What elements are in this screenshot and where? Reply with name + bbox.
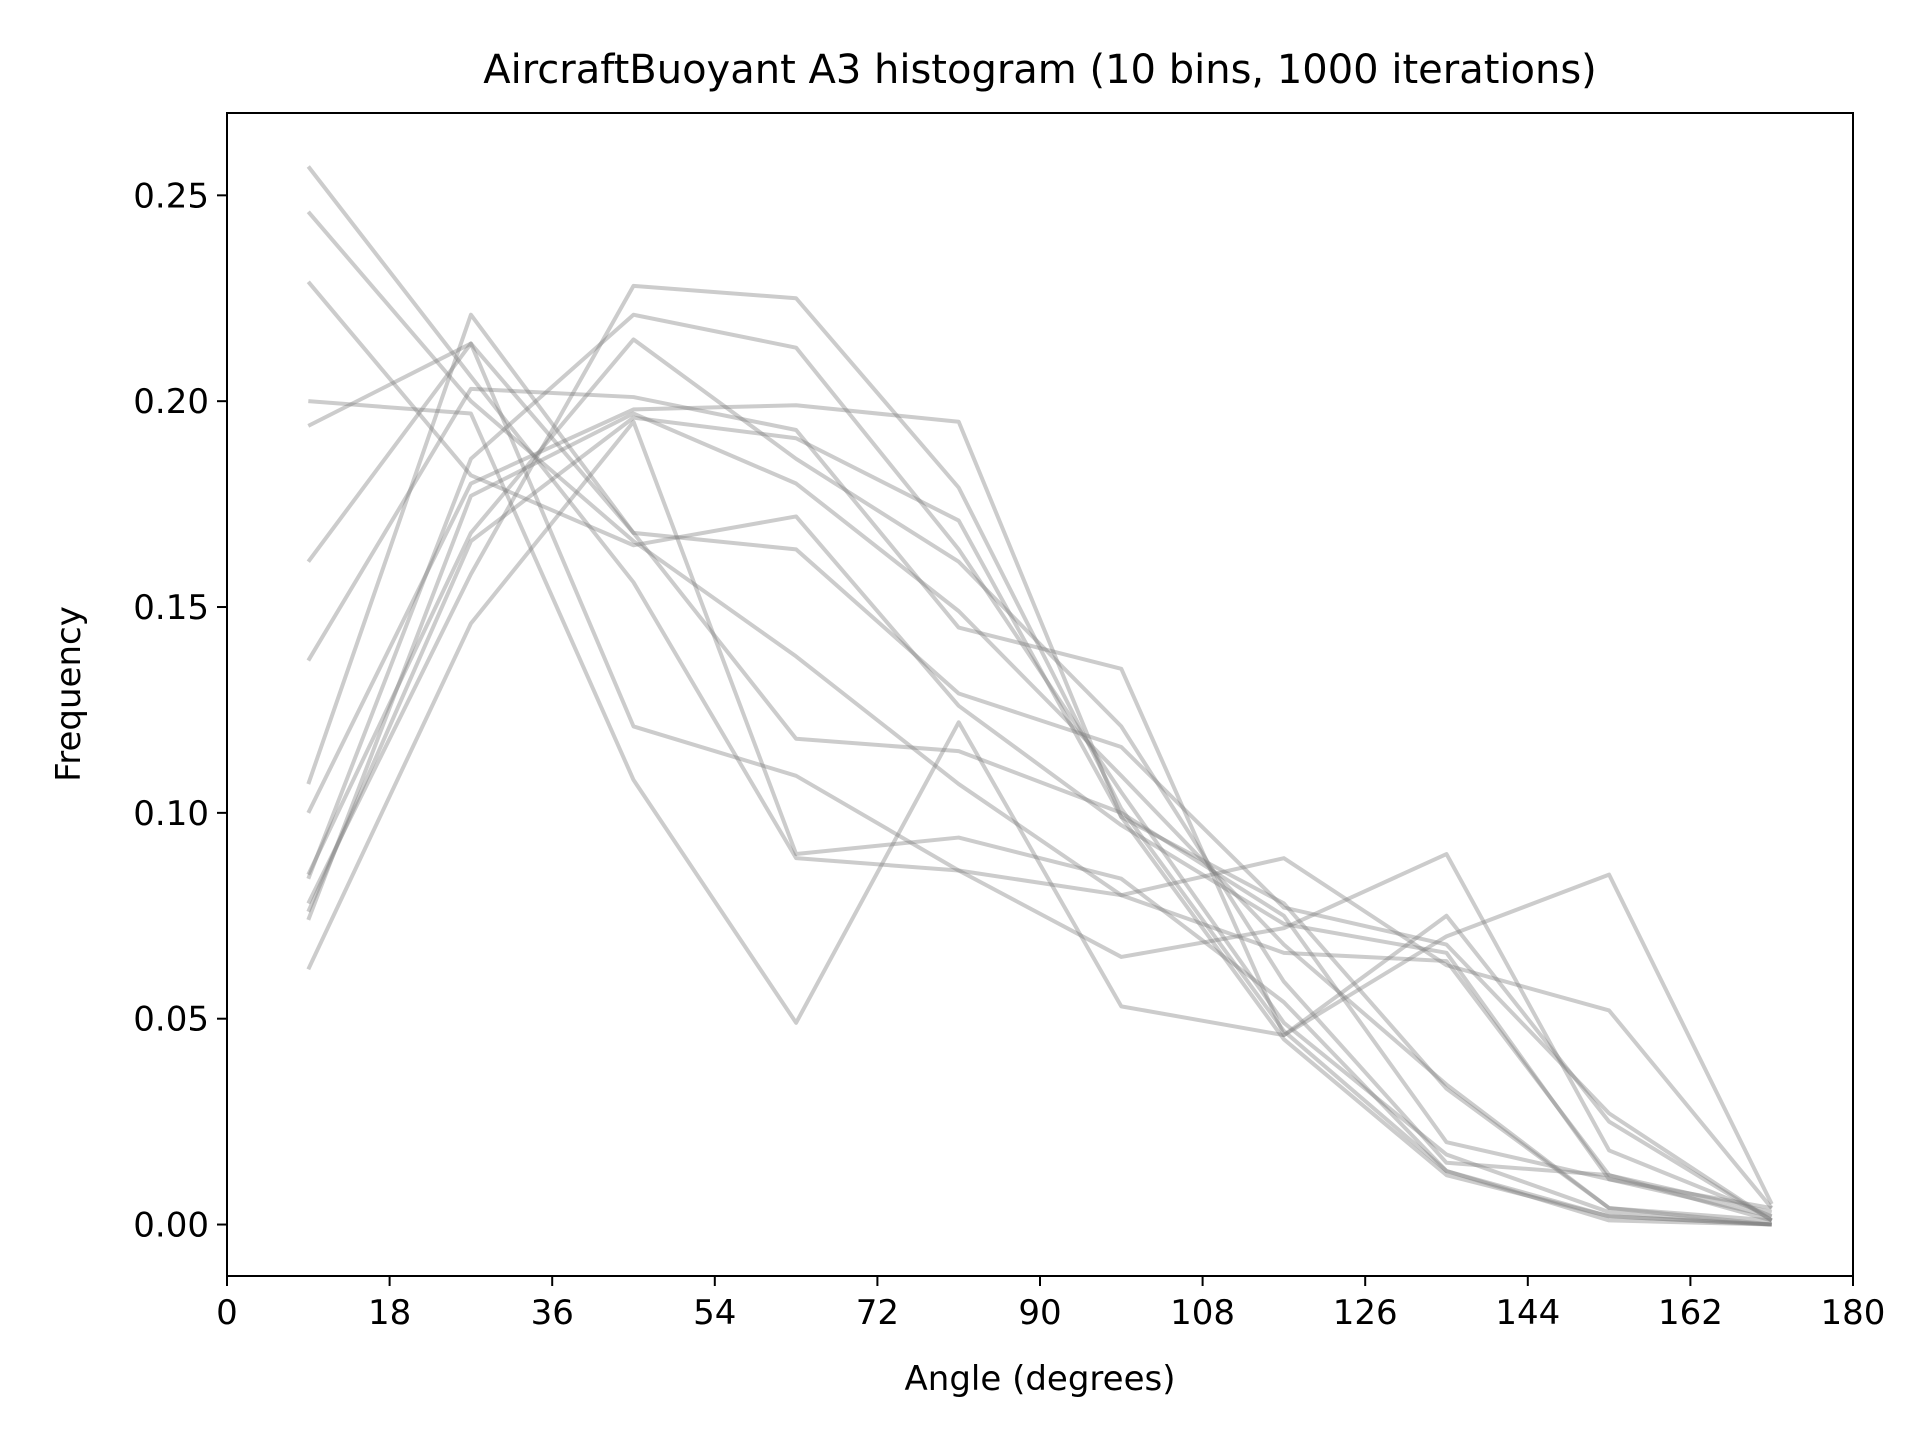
x-tick-label: 72 xyxy=(856,1293,899,1333)
x-tick-label: 126 xyxy=(1333,1293,1398,1333)
series-line-13 xyxy=(306,415,1772,1227)
y-tick-label: 0.25 xyxy=(133,176,209,216)
x-tick-label: 144 xyxy=(1495,1293,1560,1333)
x-tick-label: 90 xyxy=(1018,1293,1061,1333)
x-tick-label: 0 xyxy=(216,1293,238,1333)
series-line-12 xyxy=(306,283,1772,1227)
series-line-1 xyxy=(306,165,1774,1210)
y-tick-label: 0.10 xyxy=(133,794,209,834)
y-tick-label: 0.15 xyxy=(133,588,209,628)
x-tick-label: 180 xyxy=(1821,1293,1886,1333)
series-line-3 xyxy=(306,280,1773,1219)
x-tick-label: 36 xyxy=(531,1293,574,1333)
x-axis: 0 18 36 54 72 90 108 126 144 162 180 xyxy=(216,1276,1885,1333)
y-tick-label: 0.00 xyxy=(133,1206,209,1246)
y-tick-label: 0.05 xyxy=(133,1000,209,1040)
chart-title: AircraftBuoyant A3 histogram (10 bins, 1… xyxy=(483,47,1597,93)
y-tick-label: 0.20 xyxy=(133,382,209,422)
y-axis-label: Frequency xyxy=(49,606,89,782)
series-line-4 xyxy=(308,399,1773,1223)
series-line-15 xyxy=(306,419,1772,1227)
x-axis-label: Angle (degrees) xyxy=(905,1359,1176,1399)
series-layer xyxy=(306,165,1774,1227)
series-line-2 xyxy=(306,210,1773,1215)
series-line-8 xyxy=(306,312,1773,1211)
series-line-7 xyxy=(306,386,1774,1205)
series-line-5 xyxy=(307,341,1773,1219)
x-tick-label: 18 xyxy=(368,1293,411,1333)
series-line-14 xyxy=(306,411,1772,1227)
series-line-6 xyxy=(306,341,1773,1223)
x-tick-label: 162 xyxy=(1658,1293,1723,1333)
x-tick-label: 108 xyxy=(1170,1293,1235,1333)
series-line-9 xyxy=(306,403,1772,1223)
x-tick-label: 54 xyxy=(693,1293,736,1333)
series-line-10 xyxy=(306,337,1773,1223)
series-line-11 xyxy=(306,312,1772,1227)
y-axis: 0.00 0.05 0.10 0.15 0.20 0.25 xyxy=(133,176,227,1246)
